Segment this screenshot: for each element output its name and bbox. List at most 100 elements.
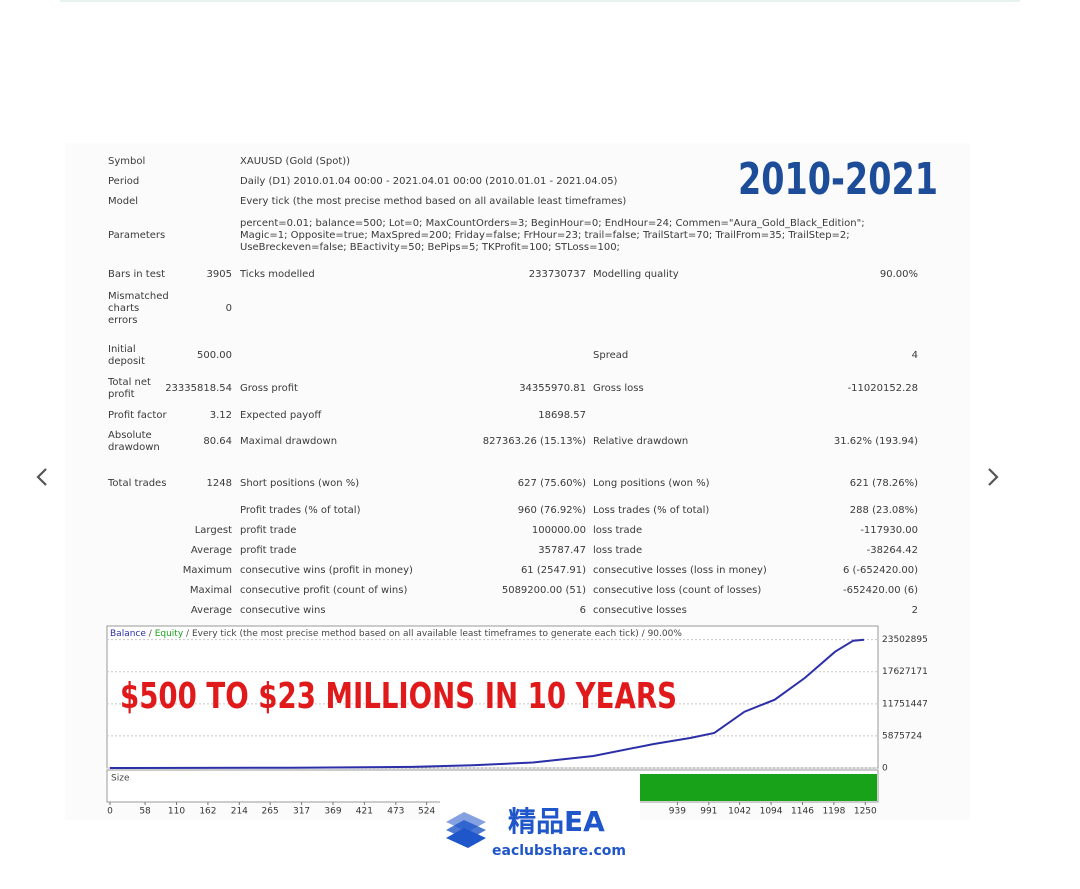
info-label: Symbol	[108, 156, 146, 167]
stat-label: Absolute drawdown	[108, 430, 160, 453]
info-value: XAUUSD (Gold (Spot))	[240, 156, 351, 167]
stat-value: 621 (78.26%)	[849, 478, 918, 489]
stat-value: 18698.57	[538, 410, 586, 421]
stat-value: 3905	[206, 269, 232, 280]
stat-label: consecutive loss (count of losses)	[593, 585, 762, 596]
legend-equity: Equity	[155, 629, 184, 639]
stat-label: Modelling quality	[593, 269, 679, 280]
stat-value: 6	[579, 605, 586, 616]
separator: /	[149, 629, 153, 639]
stat-label: Total net profit	[108, 377, 151, 400]
stat-value: 80.64	[203, 436, 232, 447]
stat-label: Expected payoff	[240, 410, 322, 421]
stat-value: 34355970.81	[519, 383, 586, 394]
stat-label: Relative drawdown	[593, 436, 689, 447]
stat-label: Profit trades (% of total)	[240, 505, 361, 516]
x-tick-label: 421	[356, 807, 373, 817]
stat-value: -38264.42	[866, 545, 918, 556]
stat-value: Maximal	[189, 585, 232, 596]
stat-value: 61 (2547.91)	[520, 565, 586, 576]
x-tick-label: 0	[107, 807, 113, 817]
x-tick-label: 58	[139, 807, 151, 817]
stat-value: 31.62% (193.94)	[833, 436, 918, 447]
stat-value: 4	[911, 350, 918, 361]
stat-label: Long positions (won %)	[593, 478, 710, 489]
x-tick-label: 1146	[791, 807, 814, 817]
y-tick-label: 0	[882, 764, 888, 774]
y-tick-label: 23502895	[882, 635, 928, 645]
x-tick-label: 317	[293, 807, 310, 817]
stat-label: consecutive losses (loss in money)	[593, 565, 767, 576]
info-value: Daily (D1) 2010.01.04 00:00 - 2021.04.01…	[240, 176, 618, 187]
stat-label: Loss trades (% of total)	[593, 505, 710, 516]
stat-value: 100000.00	[531, 525, 586, 536]
stat-label: Gross loss	[593, 383, 644, 394]
stat-label: Spread	[593, 350, 629, 361]
stat-label: Bars in test	[108, 269, 165, 280]
stat-value: -652420.00 (6)	[842, 585, 918, 596]
next-arrow[interactable]	[988, 468, 999, 486]
x-tick-label: 110	[168, 807, 185, 817]
x-tick-label: 369	[324, 807, 341, 817]
x-tick-label: 939	[669, 807, 686, 817]
x-tick-label: 214	[231, 807, 248, 817]
stat-value: Average	[190, 545, 232, 556]
stat-value: 827363.26 (15.13%)	[482, 436, 586, 447]
watermark-icon	[446, 812, 486, 848]
plot-area	[106, 625, 879, 769]
size-fill	[640, 774, 877, 801]
size-label: Size	[111, 774, 130, 784]
stat-label: profit trade	[240, 525, 297, 536]
info-label: Parameters	[108, 230, 166, 241]
y-tick-label: 11751447	[882, 699, 928, 709]
stat-value: Maximum	[182, 565, 232, 576]
info-label: Model	[108, 196, 139, 207]
y-tick-label: 5875724	[882, 731, 922, 741]
stat-value: 6 (-652420.00)	[842, 565, 918, 576]
info-label: Period	[108, 176, 140, 187]
stat-value: 3.12	[209, 410, 232, 421]
stat-value: 288 (23.08%)	[849, 505, 918, 516]
x-tick-label: 991	[700, 807, 717, 817]
x-tick-label: 473	[387, 807, 404, 817]
stat-label: loss trade	[593, 545, 643, 556]
annotation: $500 TO $23 MILLIONS IN 10 YEARS	[120, 676, 677, 717]
stat-label: profit trade	[240, 545, 297, 556]
stat-label: Initial deposit	[108, 344, 145, 367]
stat-label: consecutive wins (profit in money)	[240, 565, 413, 576]
info-value: percent=0.01; balance=500; Lot=0; MaxCou…	[240, 218, 865, 253]
stat-label: consecutive wins	[240, 605, 326, 616]
x-tick-label: 1042	[728, 807, 751, 817]
top-rule	[60, 0, 1020, 2]
stat-value: 23335818.54	[165, 383, 232, 394]
stat-value: 500.00	[197, 350, 232, 361]
stat-value: 90.00%	[879, 269, 918, 280]
stat-value: 35787.47	[538, 545, 586, 556]
prev-arrow[interactable]	[36, 468, 47, 486]
chart-header: Balance / Equity / Every tick (the most …	[110, 629, 682, 639]
info-value: Every tick (the most precise method base…	[240, 196, 627, 207]
stat-value: 0	[225, 303, 232, 314]
x-tick-label: 524	[418, 807, 435, 817]
x-tick-label: 265	[262, 807, 279, 817]
chart-subtitle: Every tick (the most precise method base…	[192, 629, 682, 639]
stat-label: Maximal drawdown	[240, 436, 338, 447]
stat-label: loss trade	[593, 525, 643, 536]
stat-label: Mismatched charts errors	[108, 291, 169, 326]
stat-label: Profit factor	[108, 410, 167, 421]
stat-value: 233730737	[528, 269, 586, 280]
period-badge: 2010-2021	[738, 154, 938, 205]
stat-value: 627 (75.60%)	[517, 478, 586, 489]
stat-label: consecutive losses	[593, 605, 687, 616]
separator: /	[186, 629, 190, 639]
watermark-brand: 精品EA	[508, 805, 605, 838]
x-tick-label: 1250	[854, 807, 877, 817]
stat-label: Ticks modelled	[240, 269, 315, 280]
stat-label: Short positions (won %)	[240, 478, 360, 489]
stat-value: -11020152.28	[847, 383, 918, 394]
stat-value: Largest	[194, 525, 232, 536]
stat-value: -117930.00	[860, 525, 918, 536]
stat-label: consecutive profit (count of wins)	[240, 585, 408, 596]
stat-value: 5089200.00 (51)	[501, 585, 586, 596]
